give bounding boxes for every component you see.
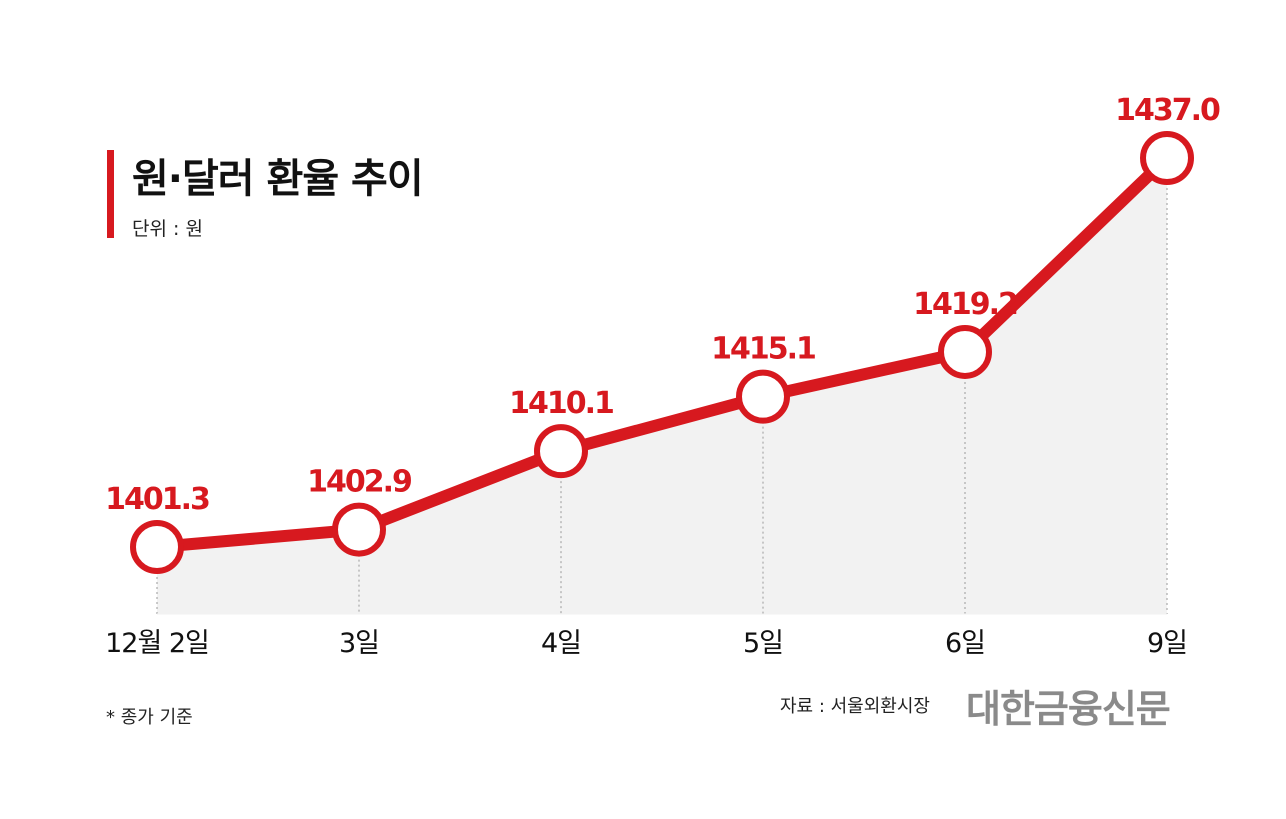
data-point-marker [130,520,184,574]
data-label: 1419.2 [913,287,1017,322]
x-tick-label: 4일 [541,628,581,659]
x-tick-label: 3일 [339,628,379,659]
data-point-marker [534,424,588,479]
data-point-marker [736,369,790,424]
data-label: 1401.3 [105,482,209,517]
area-fill [157,158,1167,614]
data-point-marker [332,502,386,557]
brand-logo: 대한금융신문 [966,687,1171,731]
data-labels: 1401.3 1402.9 1410.1 1415.1 1419.2 1437.0 [105,93,1222,517]
title-accent-bar [107,150,114,238]
x-tick-label: 9일 [1147,628,1187,659]
x-tick-label: 6일 [945,628,985,659]
data-label: 1410.1 [509,386,613,421]
footnote: * 종가 기준 [106,707,193,728]
unit-note: 단위 : 원 [132,218,203,240]
data-label: 1437.0 [1115,93,1220,128]
chart-title: 원·달러 환율 추이 [132,156,424,202]
series-line [151,152,1173,553]
x-tick-labels: 12월 2일 3일 4일 5일 6일 9일 [105,628,1188,659]
data-point-marker [938,324,992,379]
x-tick-label: 5일 [743,628,783,659]
data-markers [130,131,1194,574]
x-tick-label: 12월 2일 [105,628,209,659]
source-note: 자료 : 서울외환시장 [780,696,930,717]
data-label: 1402.9 [307,465,411,500]
data-label: 1415.1 [711,332,815,367]
data-point-marker [1140,131,1194,185]
